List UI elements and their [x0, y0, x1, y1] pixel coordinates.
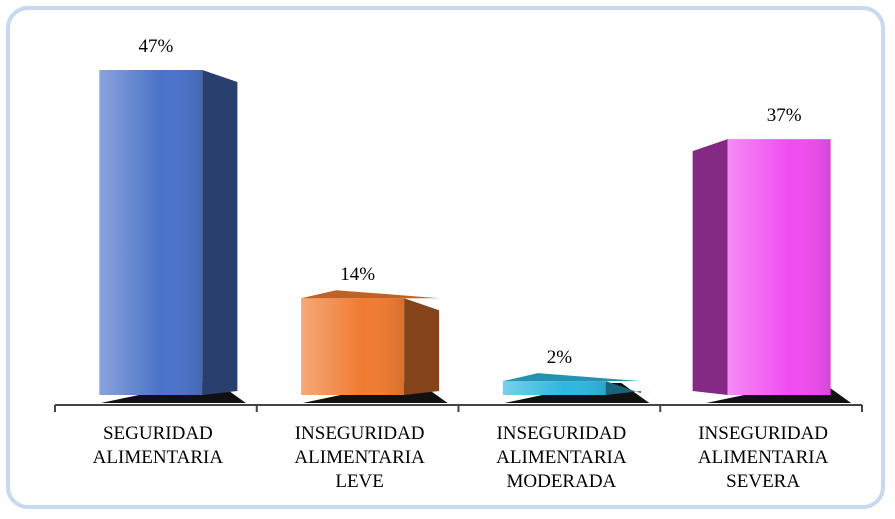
- value-label: 14%: [340, 264, 375, 285]
- bar-top: [502, 373, 641, 382]
- x-tick-label: INSEGURIDAD ALIMENTARIA MODERADA: [496, 423, 627, 492]
- bar-shine: [301, 298, 405, 395]
- value-label: 2%: [547, 347, 573, 368]
- value-label: 47%: [138, 36, 173, 57]
- bar-top: [301, 290, 440, 299]
- bar-side: [692, 139, 728, 395]
- bar-side: [404, 298, 440, 395]
- bar-shine: [727, 139, 831, 395]
- bar-side: [605, 381, 641, 395]
- x-tick-label: SEGURIDAD ALIMENTARIA: [92, 423, 224, 468]
- bar-shine: [502, 381, 606, 395]
- x-tick-label: INSEGURIDAD ALIMENTARIA SEVERA: [697, 423, 829, 492]
- bar-side: [202, 70, 238, 395]
- value-label: 37%: [767, 105, 802, 126]
- bar-shine: [99, 70, 203, 395]
- x-tick-label: INSEGURIDAD ALIMENTARIA LEVE: [294, 423, 425, 492]
